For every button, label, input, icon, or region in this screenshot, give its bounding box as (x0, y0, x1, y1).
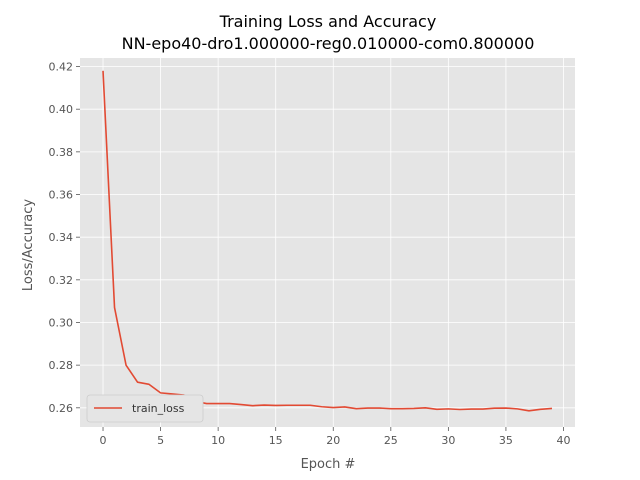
x-tick-label: 10 (211, 434, 225, 447)
y-tick-label: 0.36 (49, 189, 74, 202)
series-layer (102, 70, 553, 412)
y-tick-label: 0.28 (49, 359, 74, 372)
series-line-train-loss (102, 70, 553, 412)
plot-area (80, 58, 575, 427)
y-tick-label: 0.34 (49, 231, 74, 244)
y-tick-label: 0.40 (49, 103, 74, 116)
chart-subtitle: NN-epo40-dro1.000000-reg0.010000-com0.80… (122, 34, 535, 53)
y-axis-ticks: 0.26 0.28 0.30 0.32 0.34 0.36 0.38 0.40 0.42 (49, 61, 80, 415)
x-tick-label: 30 (441, 434, 455, 447)
y-tick-label: 0.38 (49, 146, 74, 159)
x-tick-label: 40 (556, 434, 570, 447)
y-axis-label: Loss/Accuracy (21, 199, 36, 292)
x-tick-label: 15 (269, 434, 283, 447)
x-tick-label: 0 (100, 434, 107, 447)
chart-title: Training Loss and Accuracy (219, 12, 437, 31)
x-tick-label: 25 (384, 434, 398, 447)
legend: train_loss (86, 394, 204, 423)
legend-box (86, 394, 204, 423)
x-tick-label: 35 (499, 434, 513, 447)
x-axis-label: Epoch # (301, 457, 356, 472)
legend-item-train-loss: train_loss (132, 402, 185, 415)
x-tick-label: 20 (326, 434, 340, 447)
y-tick-label: 0.42 (49, 61, 74, 74)
grid (80, 58, 575, 427)
x-axis-ticks: 0 5 10 15 20 25 30 35 40 (100, 427, 570, 447)
y-tick-label: 0.32 (49, 274, 74, 287)
y-tick-label: 0.26 (49, 402, 74, 415)
x-tick-label: 5 (157, 434, 164, 447)
y-tick-label: 0.30 (49, 316, 74, 329)
